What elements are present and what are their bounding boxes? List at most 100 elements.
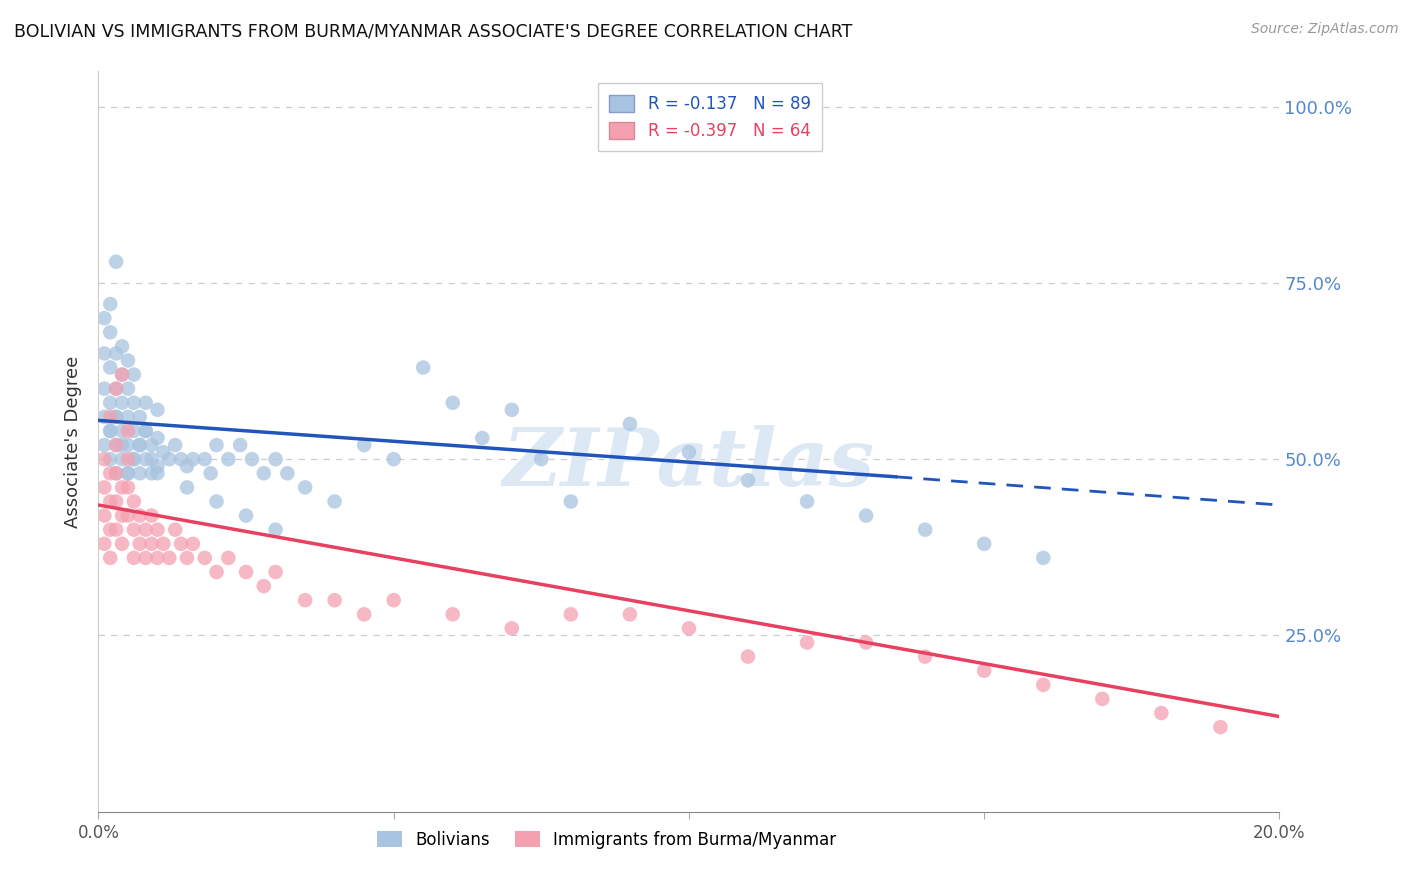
Point xyxy=(205,494,228,508)
Point xyxy=(176,459,198,474)
Point xyxy=(122,368,145,382)
Point xyxy=(117,353,139,368)
Point xyxy=(135,424,157,438)
Text: ZIPatlas: ZIPatlas xyxy=(503,425,875,502)
Point xyxy=(217,452,239,467)
Point xyxy=(111,424,134,438)
Point xyxy=(98,523,121,537)
Point xyxy=(128,438,150,452)
Point xyxy=(93,508,115,523)
Point xyxy=(855,508,877,523)
Point xyxy=(117,438,139,452)
Point xyxy=(93,452,115,467)
Point xyxy=(93,438,115,452)
Point xyxy=(1091,692,1114,706)
Point xyxy=(98,409,121,424)
Point xyxy=(135,396,157,410)
Point xyxy=(323,593,346,607)
Point xyxy=(105,409,128,424)
Point xyxy=(105,382,128,396)
Point xyxy=(105,467,128,481)
Point xyxy=(323,494,346,508)
Point xyxy=(217,550,239,565)
Point xyxy=(111,537,134,551)
Point xyxy=(165,523,187,537)
Point xyxy=(157,550,180,565)
Point xyxy=(122,523,145,537)
Point xyxy=(264,565,287,579)
Point xyxy=(122,424,145,438)
Point xyxy=(117,467,139,481)
Point xyxy=(98,360,121,375)
Point xyxy=(229,438,252,452)
Point xyxy=(205,565,228,579)
Point xyxy=(98,424,121,438)
Point xyxy=(141,452,163,467)
Point xyxy=(105,409,128,424)
Point xyxy=(128,438,150,452)
Text: BOLIVIAN VS IMMIGRANTS FROM BURMA/MYANMAR ASSOCIATE'S DEGREE CORRELATION CHART: BOLIVIAN VS IMMIGRANTS FROM BURMA/MYANMA… xyxy=(14,22,852,40)
Y-axis label: Associate's Degree: Associate's Degree xyxy=(63,355,82,528)
Point xyxy=(111,368,134,382)
Point xyxy=(205,438,228,452)
Point xyxy=(98,494,121,508)
Point xyxy=(122,452,145,467)
Point xyxy=(98,325,121,339)
Point xyxy=(117,382,139,396)
Point xyxy=(152,445,174,459)
Point xyxy=(194,452,217,467)
Point xyxy=(105,438,128,452)
Point xyxy=(128,467,150,481)
Point xyxy=(796,494,818,508)
Point xyxy=(240,452,263,467)
Point xyxy=(276,467,298,481)
Point xyxy=(619,607,641,622)
Point xyxy=(141,467,163,481)
Point xyxy=(93,480,115,494)
Point xyxy=(146,402,169,417)
Point xyxy=(141,438,163,452)
Point xyxy=(128,409,150,424)
Point xyxy=(146,459,169,474)
Point xyxy=(1150,706,1173,720)
Point xyxy=(146,431,169,445)
Point xyxy=(128,508,150,523)
Point xyxy=(501,402,523,417)
Point xyxy=(111,480,134,494)
Point xyxy=(181,452,204,467)
Point xyxy=(619,417,641,431)
Point xyxy=(93,409,115,424)
Point xyxy=(122,452,145,467)
Point xyxy=(117,508,139,523)
Point xyxy=(105,346,128,360)
Point xyxy=(98,297,121,311)
Point xyxy=(176,550,198,565)
Point xyxy=(98,396,121,410)
Point xyxy=(122,550,145,565)
Legend: Bolivians, Immigrants from Burma/Myanmar: Bolivians, Immigrants from Burma/Myanmar xyxy=(370,824,842,855)
Point xyxy=(796,635,818,649)
Point xyxy=(200,467,222,481)
Point xyxy=(105,523,128,537)
Point xyxy=(560,494,582,508)
Point xyxy=(105,254,128,268)
Point xyxy=(294,480,316,494)
Point xyxy=(235,508,257,523)
Point xyxy=(117,452,139,467)
Point xyxy=(98,467,121,481)
Point xyxy=(135,550,157,565)
Point xyxy=(737,473,759,487)
Point xyxy=(170,452,193,467)
Point xyxy=(560,607,582,622)
Point xyxy=(105,467,128,481)
Point xyxy=(98,452,121,467)
Point xyxy=(93,382,115,396)
Point xyxy=(678,621,700,635)
Point xyxy=(253,467,276,481)
Point xyxy=(146,550,169,565)
Point xyxy=(441,607,464,622)
Point xyxy=(117,409,139,424)
Point xyxy=(93,537,115,551)
Point xyxy=(135,452,157,467)
Point xyxy=(294,593,316,607)
